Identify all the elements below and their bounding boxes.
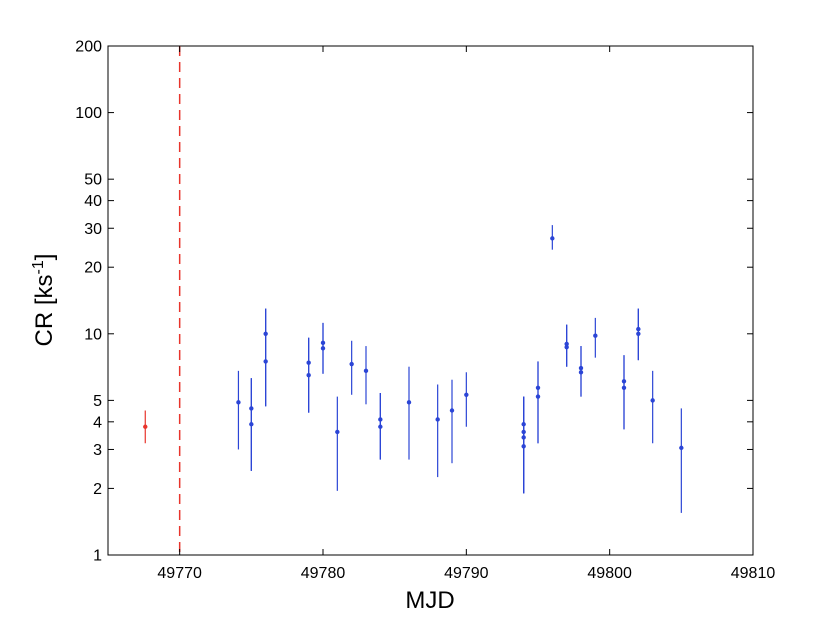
data-point bbox=[320, 346, 326, 351]
y-tick-label: 30 bbox=[84, 221, 102, 238]
x-tick-label: 49800 bbox=[587, 565, 632, 582]
data-point bbox=[449, 408, 455, 413]
data-point bbox=[593, 333, 598, 338]
y-tick-label: 50 bbox=[84, 172, 102, 189]
data-point bbox=[679, 445, 684, 451]
y-axis-title-superscript: -1 bbox=[30, 260, 47, 274]
data-point bbox=[335, 429, 340, 435]
y-axis-title: CR [ks-1] bbox=[30, 254, 58, 347]
data-point bbox=[236, 400, 241, 405]
y-tick-label: 100 bbox=[75, 105, 102, 122]
data-points bbox=[143, 225, 684, 513]
axis-ticks: 49770 49780 49790 49800 49810 1 2 3 4 5 10 20 30 40 50… bbox=[75, 39, 775, 583]
data-point bbox=[650, 398, 655, 403]
data-point bbox=[636, 331, 641, 336]
y-axis-title-end: ] bbox=[31, 254, 58, 261]
y-tick-label: 200 bbox=[75, 39, 102, 56]
data-point bbox=[521, 444, 526, 449]
plot-area bbox=[107, 45, 754, 556]
y-tick-label: 4 bbox=[93, 414, 102, 431]
data-point bbox=[263, 359, 268, 364]
y-tick-label: 2 bbox=[93, 481, 102, 498]
x-tick-label: 49780 bbox=[301, 565, 346, 582]
data-point bbox=[143, 424, 148, 429]
data-point bbox=[578, 370, 584, 375]
y-tick-label: 3 bbox=[93, 442, 102, 459]
data-point bbox=[550, 236, 555, 241]
data-point bbox=[406, 400, 412, 405]
data-point bbox=[363, 368, 369, 374]
y-axis-title-main: CR [ks bbox=[31, 274, 58, 346]
x-tick-label: 49810 bbox=[731, 565, 776, 582]
y-tick-label: 20 bbox=[84, 260, 102, 277]
x-tick-label: 49770 bbox=[157, 565, 202, 582]
y-tick-label: 10 bbox=[84, 326, 102, 343]
y-tick-label: 1 bbox=[93, 548, 102, 565]
data-point bbox=[378, 424, 383, 429]
data-point bbox=[306, 372, 311, 378]
data-point bbox=[621, 385, 627, 390]
data-point bbox=[349, 361, 354, 367]
data-point bbox=[564, 344, 569, 350]
data-point bbox=[535, 394, 541, 399]
data-point bbox=[249, 422, 254, 427]
x-axis-title: MJD bbox=[405, 587, 454, 614]
data-point bbox=[464, 392, 469, 397]
data-point bbox=[435, 417, 440, 422]
y-tick-label: 40 bbox=[84, 193, 102, 210]
x-tick-label: 49790 bbox=[444, 565, 489, 582]
y-tick-label: 5 bbox=[93, 393, 102, 410]
